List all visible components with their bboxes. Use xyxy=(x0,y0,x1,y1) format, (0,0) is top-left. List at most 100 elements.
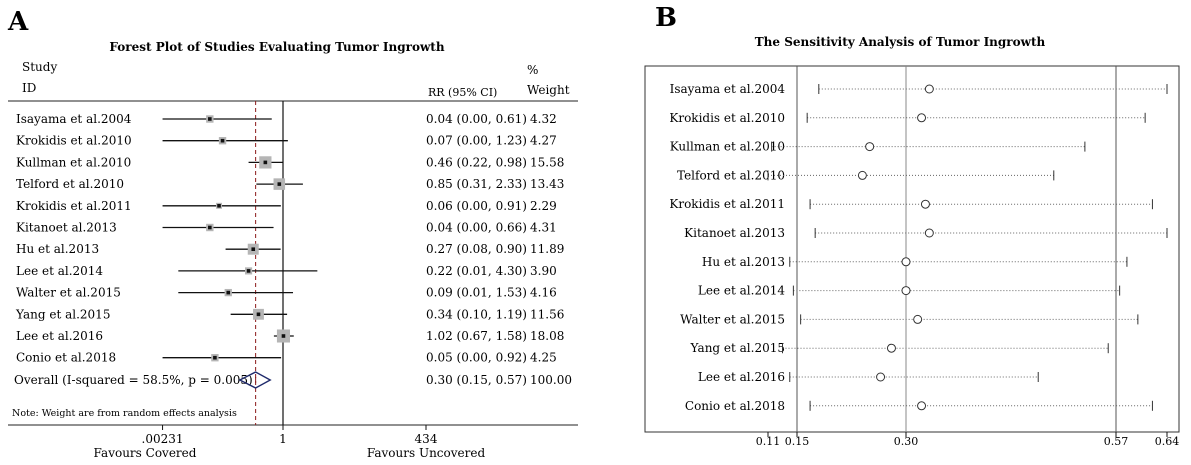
rr-ci-text: 0.34 (0.10, 1.19) xyxy=(426,307,527,321)
overall-weight-text: 100.00 xyxy=(530,373,572,387)
estimate-circle xyxy=(917,401,927,411)
rr-ci-text: 0.07 (0.00, 1.23) xyxy=(426,134,527,148)
rr-ci-text: 0.04 (0.00, 0.61) xyxy=(426,112,527,126)
weight-text: 2.29 xyxy=(530,199,557,213)
x-tick-label: 434 xyxy=(415,432,438,446)
rr-ci-text: 1.02 (0.67, 1.58) xyxy=(426,329,527,343)
x-tick-label: 0.15 xyxy=(785,435,810,448)
x-label-right: Favours Uncovered xyxy=(367,446,486,460)
estimate-circle xyxy=(886,343,896,353)
estimate-circle xyxy=(876,372,886,382)
omitted-study-label: Krokidis et al.2010 xyxy=(669,111,785,125)
panel-b-label: B xyxy=(655,3,677,33)
estimate-circle xyxy=(857,170,867,180)
point-estimate xyxy=(277,182,282,186)
estimate-circle xyxy=(924,84,934,94)
rr-ci-text: 0.22 (0.01, 4.30) xyxy=(426,264,527,278)
estimate-circle xyxy=(901,286,911,296)
rr-ci-text: 0.27 (0.08, 0.90) xyxy=(426,242,527,256)
rr-ci-text: 0.85 (0.31, 2.33) xyxy=(426,177,527,191)
sensitivity-panel: B The Sensitivity Analysis of Tumor Ingr… xyxy=(644,3,1180,448)
x-tick-label: .00231 xyxy=(142,432,184,446)
point-estimate xyxy=(246,269,251,273)
study-label: Walter et al.2015 xyxy=(16,286,121,300)
rr-ci-text: 0.06 (0.00, 0.91) xyxy=(426,199,527,213)
overall-rr-ci-text: 0.30 (0.15, 0.57) xyxy=(426,373,527,387)
weight-text: 11.89 xyxy=(530,242,564,256)
overall-label: Overall (I-squared = 58.5%, p = 0.005) xyxy=(14,373,253,387)
estimate-circle xyxy=(917,113,927,123)
estimate-circle xyxy=(901,257,911,267)
point-estimate xyxy=(226,290,231,295)
omitted-study-label: Telford et al.2010 xyxy=(677,168,785,182)
x-tick-label: 1 xyxy=(279,432,287,446)
rr-ci-text: 0.46 (0.22, 0.98) xyxy=(426,155,527,169)
point-estimate xyxy=(208,117,212,121)
study-label: Telford et al.2010 xyxy=(16,177,124,191)
weight-text: 4.16 xyxy=(530,286,557,300)
plot-frame xyxy=(644,65,1180,433)
header-percent: % xyxy=(527,63,538,77)
rr-ci-text: 0.05 (0.00, 0.92) xyxy=(426,351,527,365)
study-label: Krokidis et al.2010 xyxy=(16,134,132,148)
point-estimate xyxy=(251,247,256,251)
study-label: Conio et al.2018 xyxy=(16,351,116,365)
estimate-circle xyxy=(924,228,934,238)
study-label: Hu et al.2013 xyxy=(16,242,99,256)
point-estimate xyxy=(263,160,268,165)
study-label: Kitanoet al.2013 xyxy=(16,221,117,235)
estimate-circle xyxy=(920,199,930,209)
study-label: Lee et al.2014 xyxy=(16,264,103,278)
omitted-study-label: Kullman et al.2010 xyxy=(670,140,785,154)
x-tick-label: 0.30 xyxy=(894,435,919,448)
forest-plot-title: Forest Plot of Studies Evaluating Tumor … xyxy=(109,40,444,54)
sensitivity-title: The Sensitivity Analysis of Tumor Ingrow… xyxy=(755,35,1046,49)
omitted-study-label: Isayama et al.2004 xyxy=(670,82,786,96)
point-estimate xyxy=(217,204,221,208)
study-label: Kullman et al.2010 xyxy=(16,155,131,169)
weight-text: 13.43 xyxy=(530,177,564,191)
omitted-study-label: Walter et al.2015 xyxy=(680,312,785,326)
study-label: Krokidis et al.2011 xyxy=(16,199,132,213)
header-study: Study xyxy=(22,60,57,74)
study-label: Yang et al.2015 xyxy=(15,307,110,321)
overall-diamond xyxy=(238,371,272,389)
study-label: Lee et al.2016 xyxy=(16,329,103,343)
panel-a-label: A xyxy=(7,7,29,37)
weight-text: 4.25 xyxy=(530,351,557,365)
x-tick-label: 0.11 xyxy=(756,435,781,448)
point-estimate xyxy=(208,225,212,230)
estimate-circle xyxy=(865,142,875,152)
rr-ci-text: 0.04 (0.00, 0.66) xyxy=(426,221,527,235)
estimate-circle xyxy=(913,314,923,324)
header-rr: RR (95% CI) xyxy=(428,86,497,99)
forest-plot-panel: A Forest Plot of Studies Evaluating Tumo… xyxy=(7,7,578,460)
omitted-study-label: Conio et al.2018 xyxy=(685,399,785,413)
omitted-study-label: Lee et al.2016 xyxy=(698,370,785,384)
note-text: Note: Weight are from random effects ana… xyxy=(12,408,237,419)
point-estimate xyxy=(256,312,261,317)
weight-text: 15.58 xyxy=(530,155,564,169)
weight-text: 3.90 xyxy=(530,264,557,278)
x-tick-label: 0.64 xyxy=(1155,435,1180,448)
point-estimate xyxy=(213,355,217,360)
study-label: Isayama et al.2004 xyxy=(16,112,132,126)
weight-text: 4.31 xyxy=(530,221,557,235)
weight-text: 11.56 xyxy=(530,307,564,321)
weight-text: 4.32 xyxy=(530,112,557,126)
point-estimate xyxy=(281,334,286,338)
point-estimate xyxy=(220,138,225,143)
x-tick-label: 0.57 xyxy=(1104,435,1129,448)
x-label-left: Favours Covered xyxy=(94,446,197,460)
header-weight: Weight xyxy=(527,83,570,97)
omitted-study-label: Yang et al.2015 xyxy=(690,341,785,355)
omitted-study-label: Krokidis et al.2011 xyxy=(669,197,785,211)
weight-text: 4.27 xyxy=(530,134,557,148)
omitted-study-label: Kitanoet al.2013 xyxy=(684,226,785,240)
rr-ci-text: 0.09 (0.01, 1.53) xyxy=(426,286,527,300)
weight-text: 18.08 xyxy=(530,329,564,343)
omitted-study-label: Hu et al.2013 xyxy=(702,255,785,269)
header-id: ID xyxy=(22,81,36,95)
omitted-study-label: Lee et al.2014 xyxy=(698,284,785,298)
